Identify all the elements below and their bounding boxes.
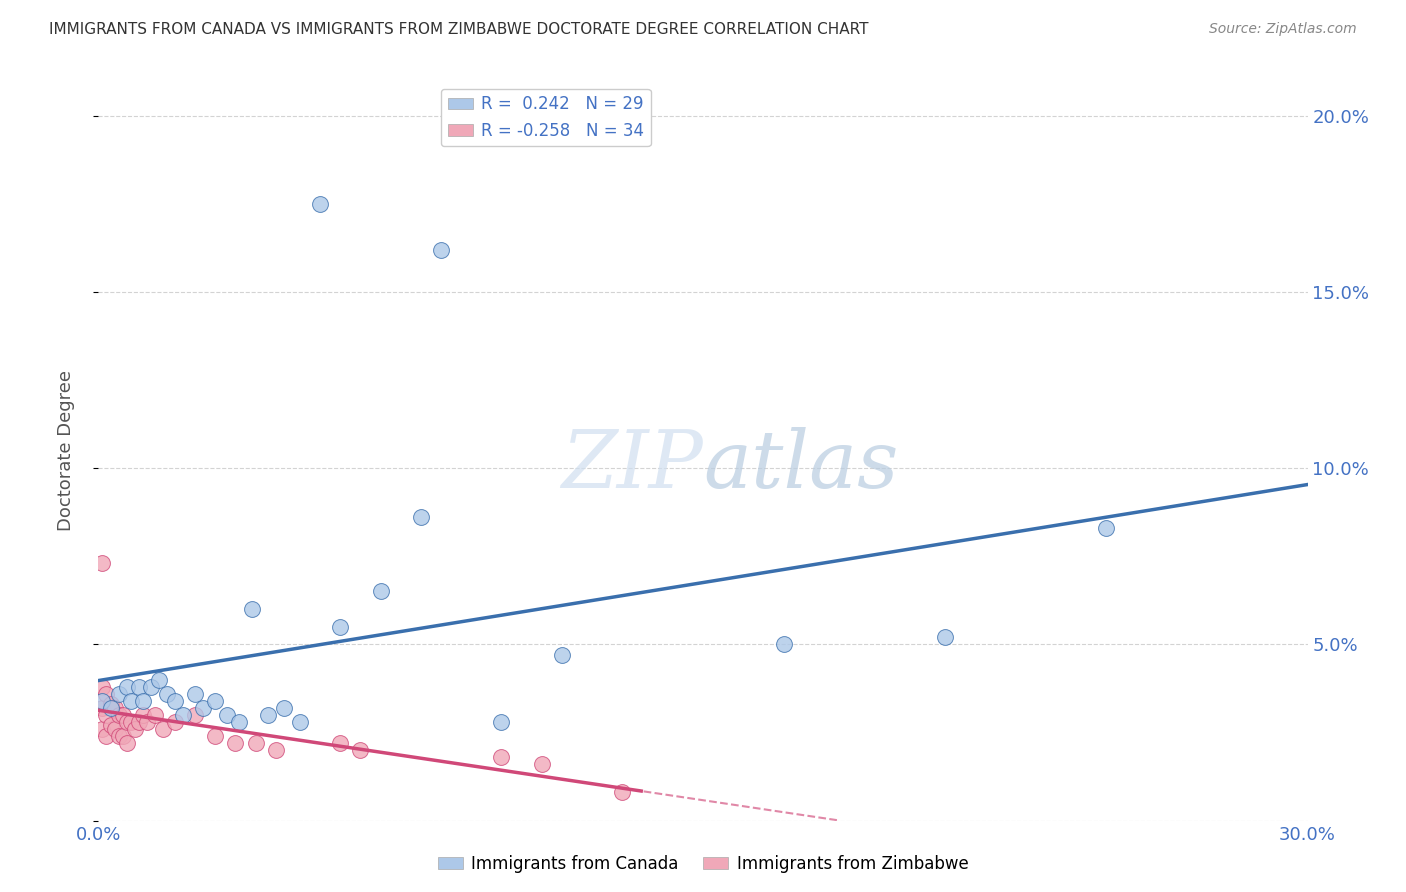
Point: [1095, 521, 1118, 535]
Point: [100, 701, 122, 715]
Point: [193, 701, 215, 715]
Point: [139, 680, 162, 694]
Point: [135, 714, 157, 729]
Point: [115, 680, 138, 694]
Point: [103, 701, 125, 715]
Point: [152, 722, 174, 736]
Point: [329, 620, 352, 634]
Legend: Immigrants from Canada, Immigrants from Zimbabwe: Immigrants from Canada, Immigrants from …: [430, 848, 976, 880]
Point: [91, 556, 114, 570]
Point: [772, 637, 794, 651]
Point: [132, 707, 155, 722]
Point: [91, 722, 114, 736]
Point: [204, 729, 226, 743]
Point: [128, 680, 150, 694]
Point: [551, 648, 574, 662]
Point: [184, 687, 207, 701]
Point: [349, 743, 371, 757]
Text: IMMIGRANTS FROM CANADA VS IMMIGRANTS FROM ZIMBABWE DOCTORATE DEGREE CORRELATION : IMMIGRANTS FROM CANADA VS IMMIGRANTS FRO…: [49, 22, 869, 37]
Point: [148, 673, 170, 687]
Point: [612, 785, 634, 799]
Point: [120, 714, 142, 729]
Point: [115, 714, 138, 729]
Point: [156, 687, 179, 701]
Point: [273, 701, 295, 715]
Point: [111, 707, 134, 722]
Legend: R =  0.242   N = 29, R = -0.258   N = 34: R = 0.242 N = 29, R = -0.258 N = 34: [441, 88, 651, 146]
Point: [309, 196, 332, 211]
Text: atlas: atlas: [703, 426, 898, 504]
Point: [111, 729, 134, 743]
Point: [128, 714, 150, 729]
Point: [143, 707, 166, 722]
Point: [91, 694, 114, 708]
Point: [96, 729, 118, 743]
Point: [184, 707, 207, 722]
Point: [163, 694, 186, 708]
Point: [91, 701, 114, 715]
Point: [530, 757, 553, 772]
Point: [107, 729, 129, 743]
Text: ZIP: ZIP: [561, 426, 703, 504]
Point: [491, 714, 513, 729]
Point: [288, 714, 311, 729]
Point: [96, 707, 118, 722]
Point: [430, 243, 453, 257]
Point: [120, 694, 142, 708]
Point: [240, 602, 263, 616]
Point: [124, 722, 146, 736]
Point: [163, 714, 186, 729]
Point: [107, 707, 129, 722]
Point: [115, 736, 138, 750]
Point: [370, 584, 392, 599]
Point: [228, 714, 250, 729]
Point: [91, 680, 114, 694]
Point: [204, 694, 226, 708]
Point: [329, 736, 352, 750]
Point: [224, 736, 246, 750]
Point: [103, 722, 125, 736]
Point: [132, 694, 155, 708]
Point: [100, 698, 122, 712]
Point: [491, 750, 513, 764]
Point: [256, 707, 278, 722]
Point: [107, 687, 129, 701]
Text: Source: ZipAtlas.com: Source: ZipAtlas.com: [1209, 22, 1357, 37]
Point: [264, 743, 287, 757]
Point: [96, 687, 118, 701]
Point: [172, 707, 194, 722]
Point: [245, 736, 267, 750]
Point: [409, 510, 432, 524]
Point: [100, 718, 122, 732]
Point: [217, 707, 239, 722]
Point: [934, 630, 956, 644]
Y-axis label: Doctorate Degree: Doctorate Degree: [56, 370, 75, 531]
